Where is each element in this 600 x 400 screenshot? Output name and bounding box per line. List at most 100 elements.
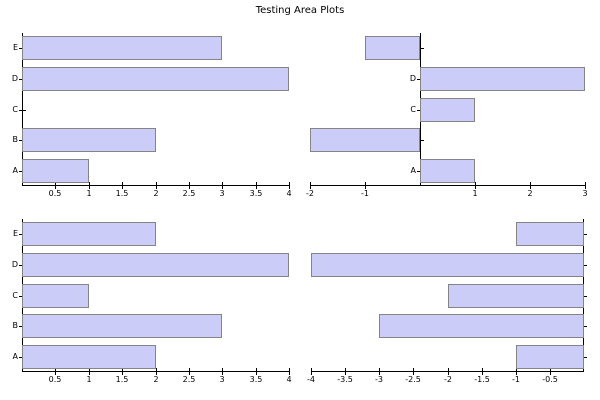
- x-tick-label: 3.5: [249, 189, 263, 198]
- x-tick: [516, 368, 517, 375]
- x-tick: [448, 368, 449, 375]
- x-tick-label: 1: [86, 189, 92, 198]
- x-tick: [289, 368, 290, 375]
- x-tick-label: 3: [219, 189, 225, 198]
- x-tick-label: -1.5: [474, 375, 490, 384]
- subplot-bottom-right: -4-3.5-3-2.5-2-1.5-1-0.5ABCDE: [307, 219, 587, 384]
- x-tick: [365, 182, 366, 189]
- subplot-bottom-left: 0.5 1 1.5 2 2.5 3 3.5 4 A B C D E: [12, 219, 292, 384]
- x-tick-label: 0.5: [48, 375, 62, 384]
- x-tick: [256, 368, 257, 375]
- bar: [22, 222, 156, 246]
- bar: [515, 222, 585, 246]
- bar: [22, 128, 156, 152]
- x-tick-label: -0.5: [542, 375, 558, 384]
- x-tick: [89, 182, 90, 189]
- y-tick-label: A: [12, 352, 18, 361]
- x-tick-label: 1.5: [115, 375, 129, 384]
- x-tick: [530, 182, 531, 189]
- x-tick-label: -1: [361, 189, 369, 198]
- bar: [515, 345, 585, 369]
- x-tick: [222, 182, 223, 189]
- y-axis-spine: [22, 33, 23, 186]
- chart-title: Testing Area Plots: [255, 5, 345, 16]
- y-tick-label: D: [11, 74, 18, 83]
- y-tick-label: A: [410, 166, 416, 175]
- bar: [310, 128, 420, 152]
- x-tick-label: 3: [582, 189, 588, 198]
- bar: [22, 345, 156, 369]
- x-tick: [55, 368, 56, 375]
- bar: [22, 314, 223, 338]
- x-tick-label: -2: [444, 375, 452, 384]
- x-tick-label: 2: [153, 189, 159, 198]
- bar: [420, 159, 475, 183]
- x-tick-label: 2: [153, 375, 159, 384]
- x-tick: [156, 182, 157, 189]
- bar: [22, 284, 89, 308]
- x-tick: [475, 182, 476, 189]
- x-axis-line: [22, 185, 289, 186]
- y-tick-label: E: [12, 43, 18, 52]
- x-tick: [482, 368, 483, 375]
- bar: [447, 284, 584, 308]
- x-tick-label: -3: [375, 375, 383, 384]
- x-tick-label: 3: [219, 375, 225, 384]
- x-tick-label: -2: [306, 189, 314, 198]
- x-tick: [310, 182, 311, 189]
- x-tick-label: -1: [512, 375, 520, 384]
- bar: [311, 253, 584, 277]
- y-tick-label: A: [12, 166, 18, 175]
- x-tick: [89, 368, 90, 375]
- x-tick-label: 1: [472, 189, 478, 198]
- y-tick: [417, 140, 424, 141]
- y-tick-label: C: [12, 291, 18, 300]
- bar: [22, 67, 289, 91]
- x-tick-label: 1.5: [115, 189, 129, 198]
- x-tick-label: -2.5: [405, 375, 421, 384]
- y-tick-label: B: [12, 321, 19, 330]
- x-axis-line: [311, 371, 584, 372]
- x-tick: [585, 182, 586, 189]
- x-tick: [156, 368, 157, 375]
- x-tick-label: 4: [286, 189, 292, 198]
- x-tick: [550, 368, 551, 375]
- x-tick-label: 4: [286, 375, 292, 384]
- bar: [379, 314, 585, 338]
- y-tick-label: D: [11, 260, 18, 269]
- bar: [420, 98, 475, 122]
- y-tick: [417, 48, 424, 49]
- bar: [22, 36, 223, 60]
- x-tick-label: 2.5: [182, 189, 196, 198]
- subplot-top-right: -2-1123ABCDE: [306, 33, 588, 198]
- x-tick-label: 2.5: [182, 375, 196, 384]
- x-tick: [222, 368, 223, 375]
- bar: [420, 67, 585, 91]
- x-tick: [413, 368, 414, 375]
- x-tick-label: 1: [86, 375, 92, 384]
- x-tick: [189, 182, 190, 189]
- x-axis-line: [22, 371, 289, 372]
- subplot-top-left: 0.5 1 1.5 2 2.5 3 3.5 4 A B C D E: [12, 33, 292, 198]
- y-tick: [19, 110, 26, 111]
- x-tick: [311, 368, 312, 375]
- x-tick: [289, 182, 290, 189]
- x-tick-label: -3.5: [337, 375, 353, 384]
- x-tick: [55, 182, 56, 189]
- bar: [22, 159, 89, 183]
- x-tick-label: 3.5: [249, 375, 263, 384]
- x-tick: [122, 182, 123, 189]
- y-tick-label: C: [410, 105, 416, 114]
- y-tick-label: B: [12, 135, 19, 144]
- y-tick-label: E: [12, 229, 18, 238]
- x-tick-label: 2: [527, 189, 533, 198]
- x-tick-label: -4: [307, 375, 315, 384]
- bar: [365, 36, 420, 60]
- x-tick: [189, 368, 190, 375]
- x-tick-label: 0.5: [48, 189, 62, 198]
- bar: [22, 253, 289, 277]
- x-tick: [256, 182, 257, 189]
- x-tick: [122, 368, 123, 375]
- x-tick: [345, 368, 346, 375]
